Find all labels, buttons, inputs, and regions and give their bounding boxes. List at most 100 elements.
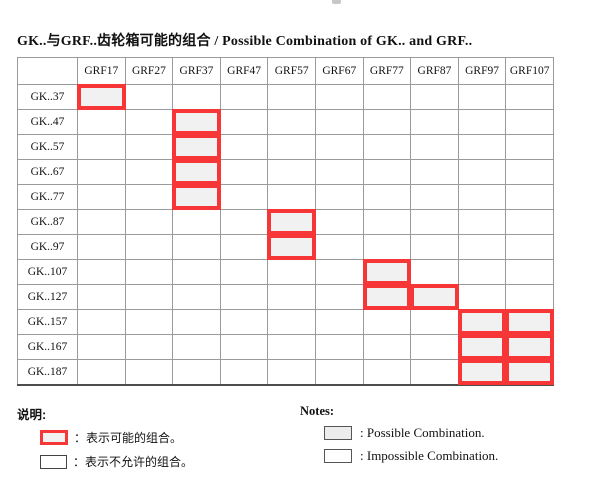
possible-combination-mark <box>505 359 554 385</box>
row-header: GK..37 <box>17 84 78 110</box>
possible-combination-mark <box>172 184 221 210</box>
combo-cell-GK57-GRF97 <box>457 134 507 160</box>
combo-cell-GK47-GRF47 <box>219 109 269 135</box>
combo-cell-GK47-GRF37 <box>172 109 221 135</box>
combo-cell-GK127-GRF57 <box>267 284 316 310</box>
corner-cell <box>17 57 78 85</box>
possible-combination-mark <box>267 234 316 260</box>
combo-cell-GK77-GRF107 <box>505 184 554 210</box>
table-row-GK67: GK..67 <box>17 159 554 185</box>
column-header-GRF97: GRF97 <box>457 57 507 85</box>
combo-cell-GK67-GRF27 <box>124 159 174 185</box>
combo-cell-GK57-GRF37 <box>172 134 221 160</box>
combo-cell-GK87-GRF77 <box>362 209 412 235</box>
column-header-GRF47: GRF47 <box>219 57 269 85</box>
combo-cell-GK157-GRF57 <box>267 309 316 335</box>
combo-cell-GK87-GRF37 <box>172 209 221 235</box>
legend-cn-item-impossible: ：表示不允许的组合。 <box>17 453 193 470</box>
combo-cell-GK37-GRF77 <box>362 84 412 110</box>
possible-combination-mark <box>457 359 507 385</box>
combo-cell-GK97-GRF17 <box>77 234 126 260</box>
combo-cell-GK167-GRF67 <box>314 334 364 360</box>
combo-cell-GK67-GRF47 <box>219 159 269 185</box>
table-row-GK77: GK..77 <box>17 184 554 210</box>
possible-combination-swatch <box>40 430 68 445</box>
combo-cell-GK97-GRF87 <box>410 234 459 260</box>
legend-label: ：表示可能的组合。 <box>74 431 183 445</box>
possible-combination-mark <box>77 84 126 110</box>
combo-cell-GK157-GRF47 <box>219 309 269 335</box>
combo-cell-GK57-GRF77 <box>362 134 412 160</box>
table-row-GK97: GK..97 <box>17 234 554 260</box>
combo-cell-GK187-GRF37 <box>172 359 221 386</box>
combo-cell-GK187-GRF87 <box>410 359 459 386</box>
combo-cell-GK97-GRF67 <box>314 234 364 260</box>
combo-cell-GK97-GRF97 <box>457 234 507 260</box>
possible-combination-mark <box>505 334 554 360</box>
combo-cell-GK187-GRF57 <box>267 359 316 386</box>
combo-cell-GK167-GRF107 <box>505 334 554 360</box>
table-row-GK127: GK..127 <box>17 284 554 310</box>
combo-cell-GK87-GRF67 <box>314 209 364 235</box>
possible-combination-swatch <box>324 426 352 440</box>
column-header-GRF107: GRF107 <box>505 57 554 85</box>
impossible-combination-swatch <box>324 449 352 463</box>
page-title: GK..与GRF..齿轮箱可能的组合 / Possible Combinatio… <box>17 34 473 49</box>
combo-cell-GK37-GRF57 <box>267 84 316 110</box>
combo-cell-GK77-GRF87 <box>410 184 459 210</box>
combo-cell-GK127-GRF47 <box>219 284 269 310</box>
combo-cell-GK107-GRF77 <box>362 259 412 285</box>
column-header-GRF87: GRF87 <box>410 57 459 85</box>
combo-cell-GK87-GRF97 <box>457 209 507 235</box>
combo-cell-GK107-GRF67 <box>314 259 364 285</box>
table-row-GK187: GK..187 <box>17 359 554 386</box>
combo-cell-GK37-GRF107 <box>505 84 554 110</box>
combo-cell-GK77-GRF27 <box>124 184 174 210</box>
combo-cell-GK107-GRF37 <box>172 259 221 285</box>
combo-cell-GK37-GRF37 <box>172 84 221 110</box>
combo-cell-GK67-GRF57 <box>267 159 316 185</box>
combo-cell-GK107-GRF47 <box>219 259 269 285</box>
combo-cell-GK37-GRF27 <box>124 84 174 110</box>
combo-cell-GK67-GRF97 <box>457 159 507 185</box>
possible-combination-mark <box>410 284 459 310</box>
combo-cell-GK157-GRF17 <box>77 309 126 335</box>
combo-cell-GK107-GRF27 <box>124 259 174 285</box>
combo-cell-GK107-GRF107 <box>505 259 554 285</box>
legend-en-item-possible: : Possible Combination. <box>300 425 498 441</box>
legend-label: : Impossible Combination. <box>360 448 499 463</box>
column-header-GRF57: GRF57 <box>267 57 316 85</box>
column-header-GRF37: GRF37 <box>172 57 221 85</box>
combo-cell-GK77-GRF17 <box>77 184 126 210</box>
combo-cell-GK187-GRF77 <box>362 359 412 386</box>
combo-cell-GK37-GRF87 <box>410 84 459 110</box>
combo-cell-GK57-GRF17 <box>77 134 126 160</box>
combo-cell-GK157-GRF97 <box>457 309 507 335</box>
row-header: GK..187 <box>17 359 78 386</box>
legend-label: ：表示不允许的组合。 <box>73 455 194 469</box>
legend-label: : Possible Combination. <box>360 425 485 440</box>
legend-en-item-impossible: : Impossible Combination. <box>300 448 498 464</box>
row-header: GK..157 <box>17 309 78 335</box>
combo-cell-GK97-GRF27 <box>124 234 174 260</box>
possible-combination-mark <box>172 134 221 160</box>
combo-cell-GK97-GRF107 <box>505 234 554 260</box>
combo-cell-GK187-GRF107 <box>505 359 554 386</box>
possible-combination-mark <box>362 284 412 310</box>
combo-cell-GK87-GRF47 <box>219 209 269 235</box>
column-header-GRF77: GRF77 <box>362 57 412 85</box>
row-header: GK..57 <box>17 134 78 160</box>
combo-cell-GK167-GRF37 <box>172 334 221 360</box>
possible-combination-mark <box>505 309 554 335</box>
combo-cell-GK107-GRF57 <box>267 259 316 285</box>
combo-cell-GK57-GRF107 <box>505 134 554 160</box>
combo-cell-GK47-GRF57 <box>267 109 316 135</box>
combo-cell-GK87-GRF57 <box>267 209 316 235</box>
combo-cell-GK47-GRF107 <box>505 109 554 135</box>
table-row-GK37: GK..37 <box>17 84 554 110</box>
row-header: GK..47 <box>17 109 78 135</box>
impossible-combination-swatch <box>40 454 67 469</box>
combo-cell-GK67-GRF107 <box>505 159 554 185</box>
combo-cell-GK77-GRF47 <box>219 184 269 210</box>
